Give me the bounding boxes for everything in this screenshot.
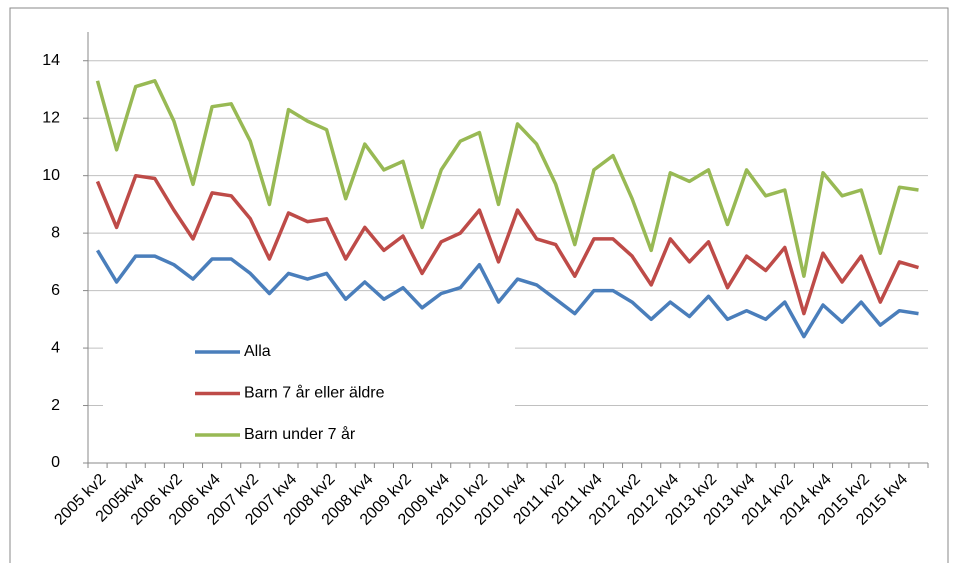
series-line — [96, 249, 919, 339]
series-line — [95, 173, 920, 316]
y-tick-label: 4 — [51, 339, 60, 356]
chart-frame — [9, 7, 949, 563]
y-tick-label: 14 — [42, 52, 60, 69]
legend-label: Barn 7 år eller äldre — [244, 384, 385, 402]
y-tick-label: 12 — [42, 109, 60, 126]
y-tick-label: 2 — [51, 397, 60, 414]
legend-label: Alla — [244, 343, 271, 360]
series-line — [95, 79, 919, 278]
y-tick-label: 6 — [51, 282, 60, 299]
legend-label: Barn under 7 år — [244, 425, 356, 443]
legend-box — [103, 336, 515, 452]
y-tick-label: 10 — [42, 167, 60, 184]
y-tick-label: 0 — [51, 454, 60, 471]
y-tick-label: 8 — [51, 224, 60, 241]
